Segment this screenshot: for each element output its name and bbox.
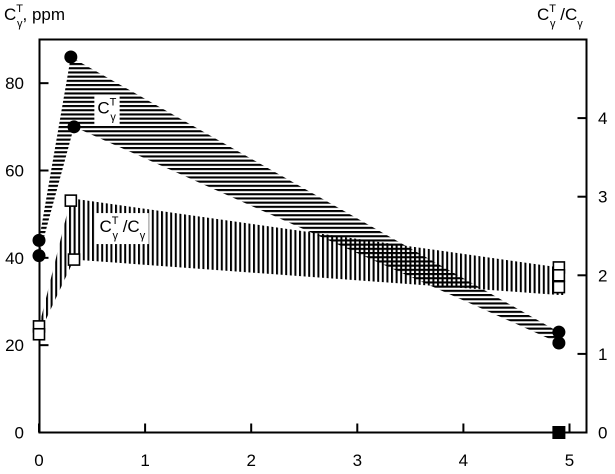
data-point-circle [552, 336, 566, 350]
data-point-open-square [67, 253, 81, 266]
band-label-ct-gamma: CT γ [94, 94, 120, 126]
data-point-open-square [64, 194, 78, 207]
y-right-tick-label: 1 [598, 345, 607, 364]
y-left-tick-label: 40 [5, 249, 24, 268]
data-point-circle [32, 249, 46, 263]
data-point-circle [552, 325, 566, 339]
band-label-bg [94, 94, 120, 126]
x-tick-label: 5 [565, 451, 574, 470]
data-point-open-square [552, 280, 566, 294]
band-label-text: CT γ /Cγ [99, 215, 145, 242]
band-label-ratio: CT γ /Cγ [96, 213, 149, 245]
x-tick-label: 1 [140, 451, 149, 470]
y-right-tick-label: 2 [598, 266, 607, 285]
band-labels: CT γ CT γ /Cγ [94, 94, 149, 245]
y-left-tick-label: 0 [15, 424, 24, 443]
y-right-tick-label: 3 [598, 188, 607, 207]
data-point-open-square [552, 268, 566, 282]
data-point-circle [32, 233, 46, 247]
x-tick-label: 4 [459, 451, 468, 470]
x-tick-label: 3 [353, 451, 362, 470]
data-point-circle [64, 50, 78, 64]
markers-layer [32, 50, 566, 439]
data-point-open-square [32, 327, 46, 341]
y-left-tick-label: 20 [5, 336, 24, 355]
data-point-circle [67, 120, 81, 134]
y-right-tick-label: 0 [598, 424, 607, 443]
left-axis-title: CT γ, ppm [4, 3, 65, 30]
ticks-layer: 0 1 2 3 4 5 0 20 40 60 80 0 1 2 3 4 [5, 74, 607, 470]
band-label-text: CT γ [97, 97, 116, 124]
x-tick-label: 0 [34, 451, 43, 470]
bands-layer [39, 57, 565, 343]
y-right-tick-label: 4 [598, 109, 607, 128]
x-tick-label: 2 [246, 451, 255, 470]
y-left-tick-label: 80 [5, 74, 24, 93]
band-label-bg [96, 213, 149, 245]
right-axis-title: CT γ /Cγ [537, 3, 583, 30]
band-ratio [39, 198, 565, 335]
data-point-filled-square [552, 426, 566, 439]
y-left-tick-label: 60 [5, 162, 24, 181]
axis-titles: CT γ, ppm CT γ /Cγ [4, 3, 583, 30]
